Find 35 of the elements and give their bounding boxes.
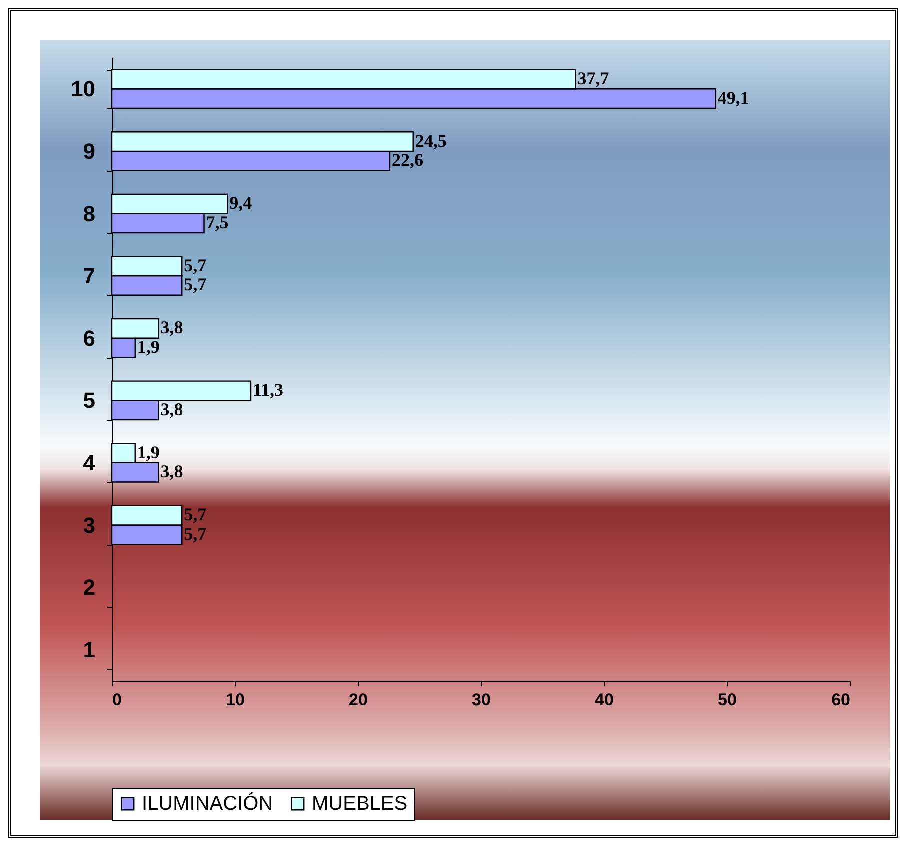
x-tick-label: 20 (349, 690, 368, 710)
y-tick-label: 4 (83, 450, 96, 476)
data-label: 49,1 (718, 88, 750, 108)
y-tick-label: 9 (83, 138, 96, 164)
x-tick-label: 60 (832, 690, 850, 710)
y-tick-label: 7 (83, 264, 96, 289)
data-label: 7,5 (206, 212, 229, 232)
x-tick-label: 0 (112, 690, 122, 710)
y-tick-label: 10 (71, 76, 96, 102)
data-label: 5,7 (184, 274, 207, 295)
x-tick-label: 40 (595, 690, 614, 710)
data-label: 3,8 (160, 318, 184, 338)
y-tick-label: 6 (83, 326, 96, 351)
data-label: 5,7 (184, 524, 207, 544)
x-tick-label: 10 (226, 690, 245, 710)
y-tick-label: 2 (83, 575, 96, 600)
data-label: 3,8 (160, 462, 184, 482)
data-label: 1,9 (137, 337, 160, 358)
y-tick-label: 8 (83, 201, 96, 226)
y-tick-label: 5 (83, 388, 96, 414)
data-label: 24,5 (415, 130, 447, 151)
legend-label: MUEBLES (312, 793, 408, 815)
data-label: 5,7 (184, 504, 207, 525)
data-label: 3,8 (160, 399, 184, 420)
data-label: 11,3 (252, 380, 284, 400)
x-tick-label: 50 (718, 690, 737, 710)
y-tick-label: 3 (83, 512, 96, 538)
data-label: 5,7 (184, 255, 207, 276)
x-tick-label: 30 (472, 690, 491, 710)
legend-label: ILUMINACIÓN (142, 792, 274, 815)
data-label: 1,9 (137, 442, 160, 462)
data-label: 37,7 (578, 68, 610, 88)
data-label: 9,4 (230, 193, 252, 214)
y-tick-label: 1 (83, 637, 96, 662)
data-label: 22,6 (392, 150, 424, 170)
